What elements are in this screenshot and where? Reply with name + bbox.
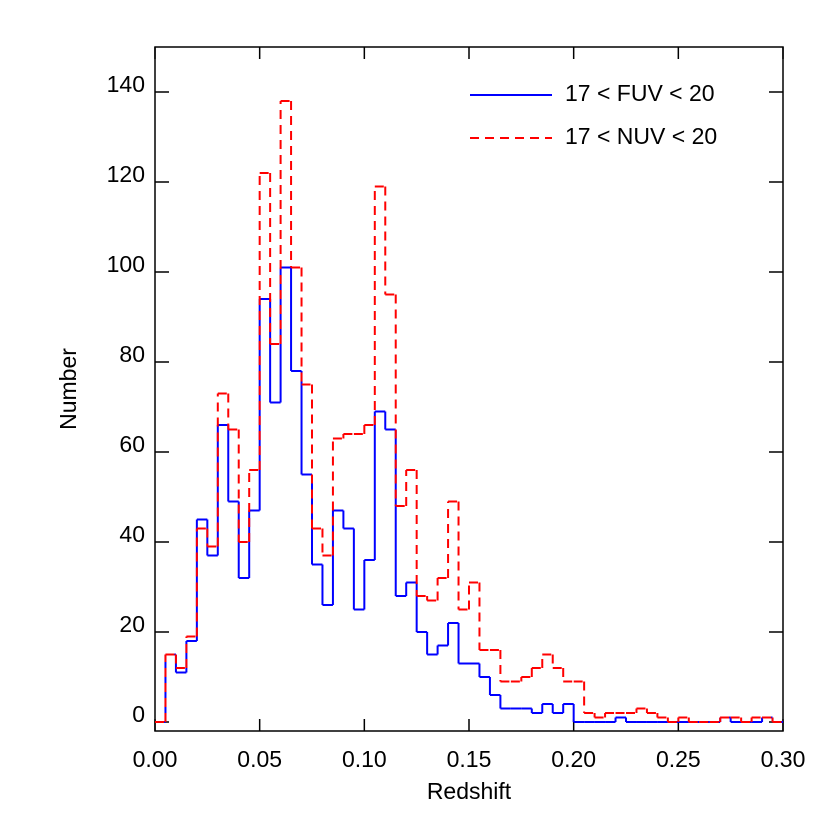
x-axis-title: Redshift xyxy=(427,778,512,804)
x-tick-label: 0.05 xyxy=(237,746,282,772)
x-tick-label: 0.20 xyxy=(551,746,596,772)
y-tick-label: 40 xyxy=(119,521,145,547)
legend-label: 17 < FUV < 20 xyxy=(565,80,715,106)
x-tick-label: 0.25 xyxy=(656,746,701,772)
x-tick-label: 0.15 xyxy=(447,746,492,772)
y-tick-label: 20 xyxy=(119,611,145,637)
hist-riser xyxy=(164,101,774,722)
plot-frame xyxy=(154,46,784,732)
y-tick-label: 120 xyxy=(107,161,145,187)
y-tick-label: 80 xyxy=(119,341,145,367)
y-tick-label: 0 xyxy=(132,701,145,727)
x-tick-label: 0.30 xyxy=(761,746,806,772)
legend-label: 17 < NUV < 20 xyxy=(565,123,717,149)
x-tick-label: 0.10 xyxy=(342,746,387,772)
y-tick-label: 60 xyxy=(119,431,145,457)
y-tick-label: 100 xyxy=(107,251,145,277)
hist-riser xyxy=(164,267,774,722)
x-tick-label: 0.00 xyxy=(133,746,178,772)
y-axis-title: Number xyxy=(55,348,81,430)
y-tick-label: 140 xyxy=(107,71,145,97)
